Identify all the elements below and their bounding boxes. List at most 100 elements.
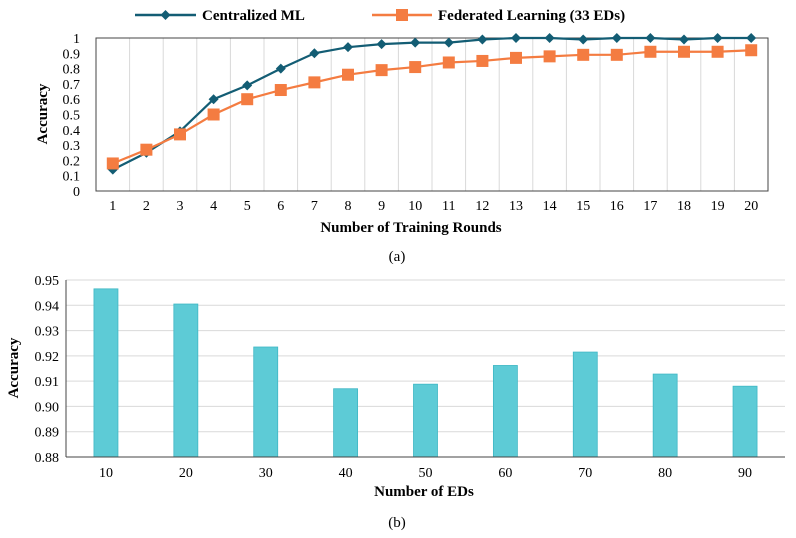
point-federated-learning <box>106 157 119 170</box>
point-centralized-ml <box>410 37 421 48</box>
grid-a <box>129 38 735 191</box>
y-tick-label-a: 0.9 <box>63 47 81 62</box>
bar-10 <box>93 288 119 458</box>
bar-70 <box>572 351 598 458</box>
point-centralized-ml <box>712 33 723 43</box>
y-tick-label-b: 0.90 <box>35 400 60 415</box>
x-tick-label-a: 20 <box>744 199 758 214</box>
legend-marker-diamond <box>160 10 171 20</box>
point-centralized-ml <box>611 33 622 43</box>
x-tick-label-a: 1 <box>109 199 116 214</box>
legend-marker-square <box>396 9 408 21</box>
x-axis-title-a: Number of Training Rounds <box>320 220 501 236</box>
x-tick-label-b: 80 <box>658 466 672 481</box>
point-centralized-ml <box>208 94 219 105</box>
x-tick-label-a: 6 <box>277 199 284 214</box>
x-tick-label-b: 60 <box>498 466 512 481</box>
series-line-centralized-ml <box>112 36 752 171</box>
point-federated-learning <box>678 45 690 58</box>
bar-90 <box>732 385 758 458</box>
bars-b <box>93 288 758 458</box>
x-tick-label-a: 12 <box>475 199 489 214</box>
bar-80 <box>652 373 678 458</box>
x-tick-label-b: 50 <box>419 466 433 481</box>
x-tick-label-a: 14 <box>543 199 557 214</box>
point-federated-learning <box>375 64 388 77</box>
point-federated-learning <box>644 45 657 58</box>
point-federated-learning <box>207 108 220 121</box>
point-federated-learning <box>543 50 556 63</box>
point-federated-learning <box>610 48 623 61</box>
x-tick-label-a: 10 <box>408 199 422 214</box>
x-tick-label-b: 90 <box>738 466 752 481</box>
point-centralized-ml <box>511 33 521 43</box>
bar-40 <box>333 388 359 458</box>
point-centralized-ml <box>477 34 488 45</box>
point-federated-learning <box>342 68 354 81</box>
y-ticks-a: 00.10.20.30.40.50.60.70.80.91 <box>63 32 81 200</box>
panel-label-b: (b) <box>388 515 406 531</box>
y-tick-label-b: 0.92 <box>35 350 60 365</box>
panel-b-bar-chart: 0.88 0.89 0.90 0.91 0.92 0.93 0.94 0.95 10 20 30 4… <box>6 274 785 531</box>
x-tick-label-a: 19 <box>711 199 725 214</box>
legend-item-centralized-ml: Centralized ML <box>135 8 305 24</box>
y-tick-label-b: 0.91 <box>35 375 60 390</box>
y-tick-label-b: 0.95 <box>35 274 60 289</box>
panel-label-a: (a) <box>389 249 406 265</box>
y-tick-label-a: 0 <box>73 185 80 200</box>
point-centralized-ml <box>376 39 387 50</box>
x-tick-label-a: 4 <box>210 199 217 214</box>
point-centralized-ml <box>645 33 656 43</box>
y-tick-label-b: 0.93 <box>35 325 60 340</box>
y-axis-title-a: Accuracy <box>35 83 51 144</box>
x-ticks-b: 10 20 30 40 50 60 70 80 90 <box>99 466 752 481</box>
x-tick-label-b: 40 <box>339 466 353 481</box>
bar-20 <box>173 303 199 458</box>
legend-a: Centralized ML Federated Learning (33 ED… <box>135 8 625 24</box>
x-tick-label-b: 30 <box>259 466 273 481</box>
x-tick-label-a: 16 <box>610 199 624 214</box>
point-federated-learning <box>510 51 522 64</box>
point-federated-learning <box>308 76 321 89</box>
x-tick-label-a: 3 <box>177 199 184 214</box>
point-federated-learning <box>745 44 758 57</box>
point-centralized-ml <box>578 34 589 45</box>
x-tick-label-a: 15 <box>576 199 590 214</box>
y-tick-label-a: 0.1 <box>63 170 81 185</box>
plot-frame-a <box>95 37 769 192</box>
x-tick-label-a: 18 <box>677 199 691 214</box>
x-tick-label-a: 17 <box>643 199 657 214</box>
x-axis-title-b: Number of EDs <box>374 484 474 500</box>
y-tick-label-a: 0.5 <box>63 109 81 124</box>
y-tick-label-b: 0.88 <box>35 451 60 466</box>
series-a <box>106 33 758 175</box>
bar-60 <box>492 365 518 458</box>
point-federated-learning <box>140 143 153 156</box>
y-tick-label-a: 1 <box>73 32 80 47</box>
point-centralized-ml <box>443 37 454 48</box>
point-federated-learning <box>241 93 254 106</box>
y-tick-label-a: 0.3 <box>63 139 81 154</box>
legend-item-federated-learning: Federated Learning (33 EDs) <box>372 8 625 24</box>
x-tick-label-a: 5 <box>244 199 251 214</box>
point-centralized-ml <box>242 80 253 91</box>
x-tick-label-a: 11 <box>442 199 455 214</box>
legend-label-federated-learning: Federated Learning (33 EDs) <box>438 8 625 24</box>
y-tick-label-a: 0.2 <box>63 154 81 169</box>
x-tick-label-b: 70 <box>578 466 592 481</box>
x-tick-label-a: 9 <box>378 199 385 214</box>
point-centralized-ml <box>309 48 320 59</box>
bar-50 <box>413 383 438 458</box>
bar-30 <box>253 346 279 458</box>
point-federated-learning <box>476 54 489 67</box>
x-tick-label-b: 10 <box>99 466 113 481</box>
point-federated-learning <box>711 45 724 58</box>
point-federated-learning <box>274 84 287 97</box>
legend-label-centralized-ml: Centralized ML <box>202 8 305 24</box>
y-tick-label-b: 0.94 <box>35 299 60 314</box>
y-tick-label-a: 0.4 <box>63 124 81 139</box>
y-tick-label-b: 0.89 <box>35 426 60 441</box>
point-centralized-ml <box>343 42 353 53</box>
